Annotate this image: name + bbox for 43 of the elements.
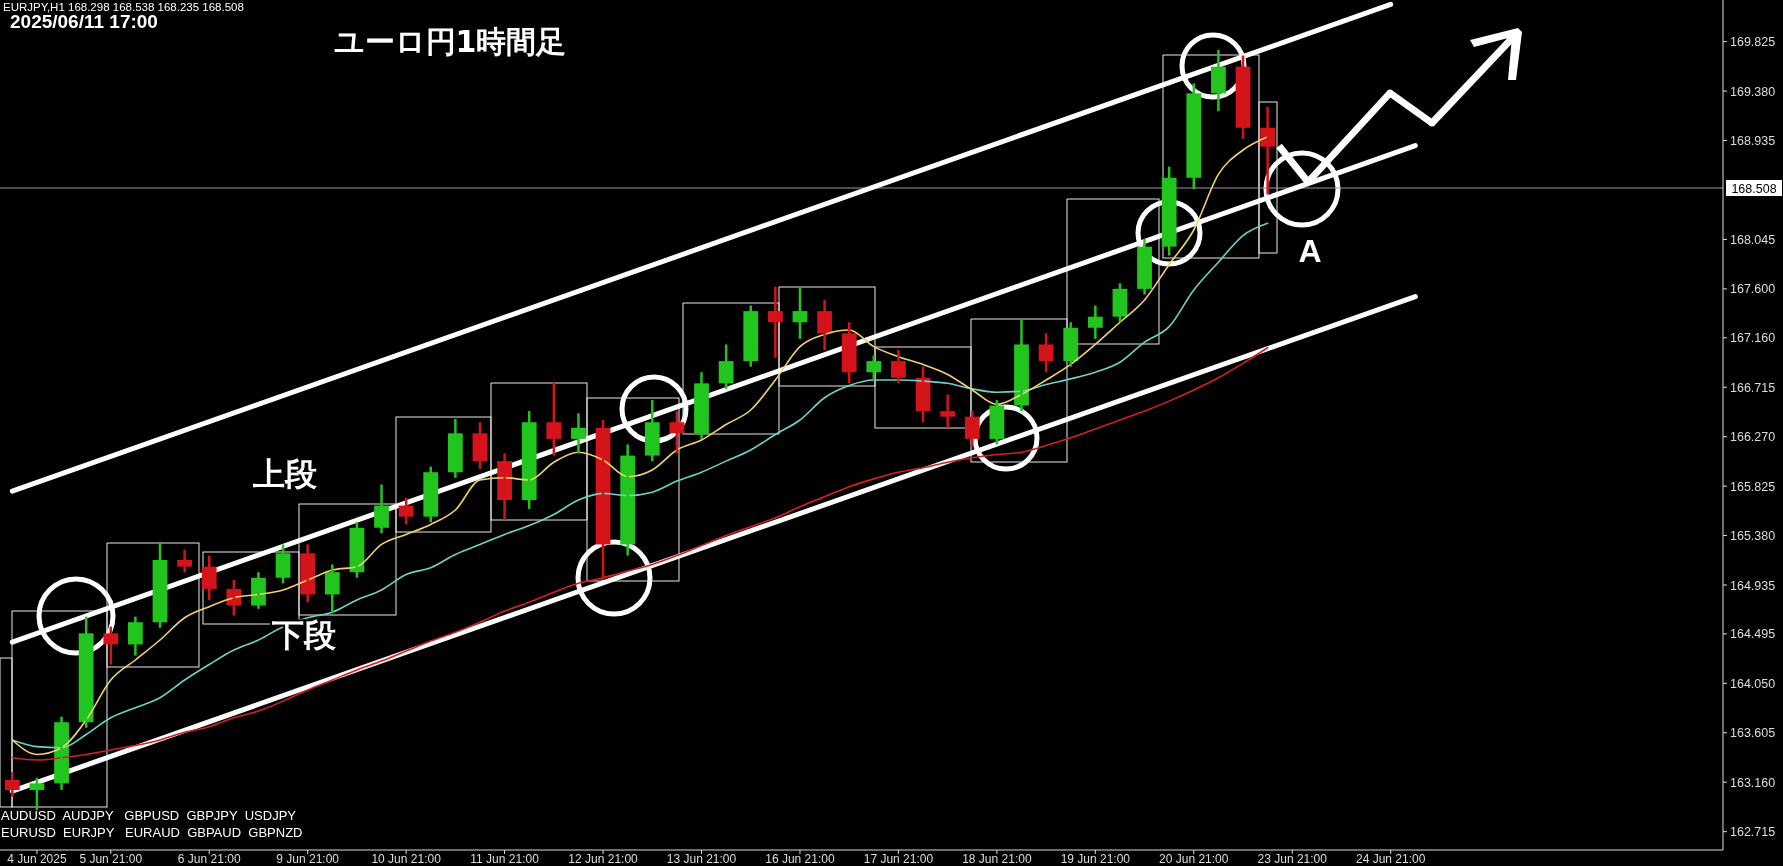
x-tick-label: 18 Jun 21:00 xyxy=(962,852,1032,866)
y-tick-label: 165.380 xyxy=(1730,529,1776,544)
x-tick-label: 16 Jun 21:00 xyxy=(765,852,835,866)
y-tick-label: 169.825 xyxy=(1730,35,1776,50)
candlestick xyxy=(546,380,562,457)
x-tick-label: 12 Jun 21:00 xyxy=(568,852,639,866)
x-tick-label: 23 Jun 21:00 xyxy=(1257,852,1328,866)
y-tick-label: 164.050 xyxy=(1730,676,1776,691)
text: 2025/06/11 17:00 xyxy=(10,11,158,32)
x-tick-label: 13 Jun 21:00 xyxy=(666,852,737,866)
x-tick-label: 17 Jun 21:00 xyxy=(863,852,934,866)
annotation: EURJPY,H1 168.298 168.538 168.235 168.508 xyxy=(3,1,244,13)
y-tick-label: 168.045 xyxy=(1730,232,1776,247)
annotation: 上段 xyxy=(252,455,317,493)
x-tick-label: 19 Jun 21:00 xyxy=(1060,852,1131,866)
y-tick-label: 167.600 xyxy=(1730,282,1776,297)
y-tick-label: 167.160 xyxy=(1730,331,1776,346)
annotation: 下段 xyxy=(271,616,336,654)
y-tick-label: 166.715 xyxy=(1730,380,1776,395)
x-tick-label: 4 Jun 2025 xyxy=(7,852,67,866)
x-tick-label: 10 Jun 21:00 xyxy=(371,852,442,866)
y-tick-label: 165.825 xyxy=(1730,479,1776,494)
line-series xyxy=(11,222,1269,749)
x-tick-label: 11 Jun 21:00 xyxy=(470,852,540,866)
annotation: EURUSD EURJPY EURAUD GBPAUD GBPNZD xyxy=(1,825,303,840)
y-tick-label: 166.270 xyxy=(1730,430,1776,445)
annotation: AUDUSD AUDJPY GBPUSD GBPJPY USDJPY xyxy=(1,808,297,823)
y-tick-label: 164.495 xyxy=(1730,627,1776,642)
y-tick-label: 168.935 xyxy=(1730,134,1776,149)
y-tick-label: 163.160 xyxy=(1730,775,1776,790)
y-tick-label: 169.380 xyxy=(1730,84,1776,99)
x-tick-label: 20 Jun 21:00 xyxy=(1159,852,1229,866)
x-tick-label: 24 Jun 21:00 xyxy=(1356,852,1426,866)
line-series xyxy=(11,346,1269,761)
y-tick-label: 162.715 xyxy=(1730,825,1776,840)
x-tick-label: 5 Jun 21:00 xyxy=(79,852,143,866)
ref-line-label: 168.508 xyxy=(1731,181,1777,196)
annotation: A xyxy=(1298,233,1322,269)
x-tick-label: 6 Jun 21:00 xyxy=(177,852,241,866)
y-tick-label: 163.605 xyxy=(1730,726,1776,741)
x-tick-label: 9 Jun 21:00 xyxy=(276,852,340,866)
y-tick-label: 164.935 xyxy=(1730,578,1776,593)
text: ユーロ円1時間足 xyxy=(333,24,567,59)
